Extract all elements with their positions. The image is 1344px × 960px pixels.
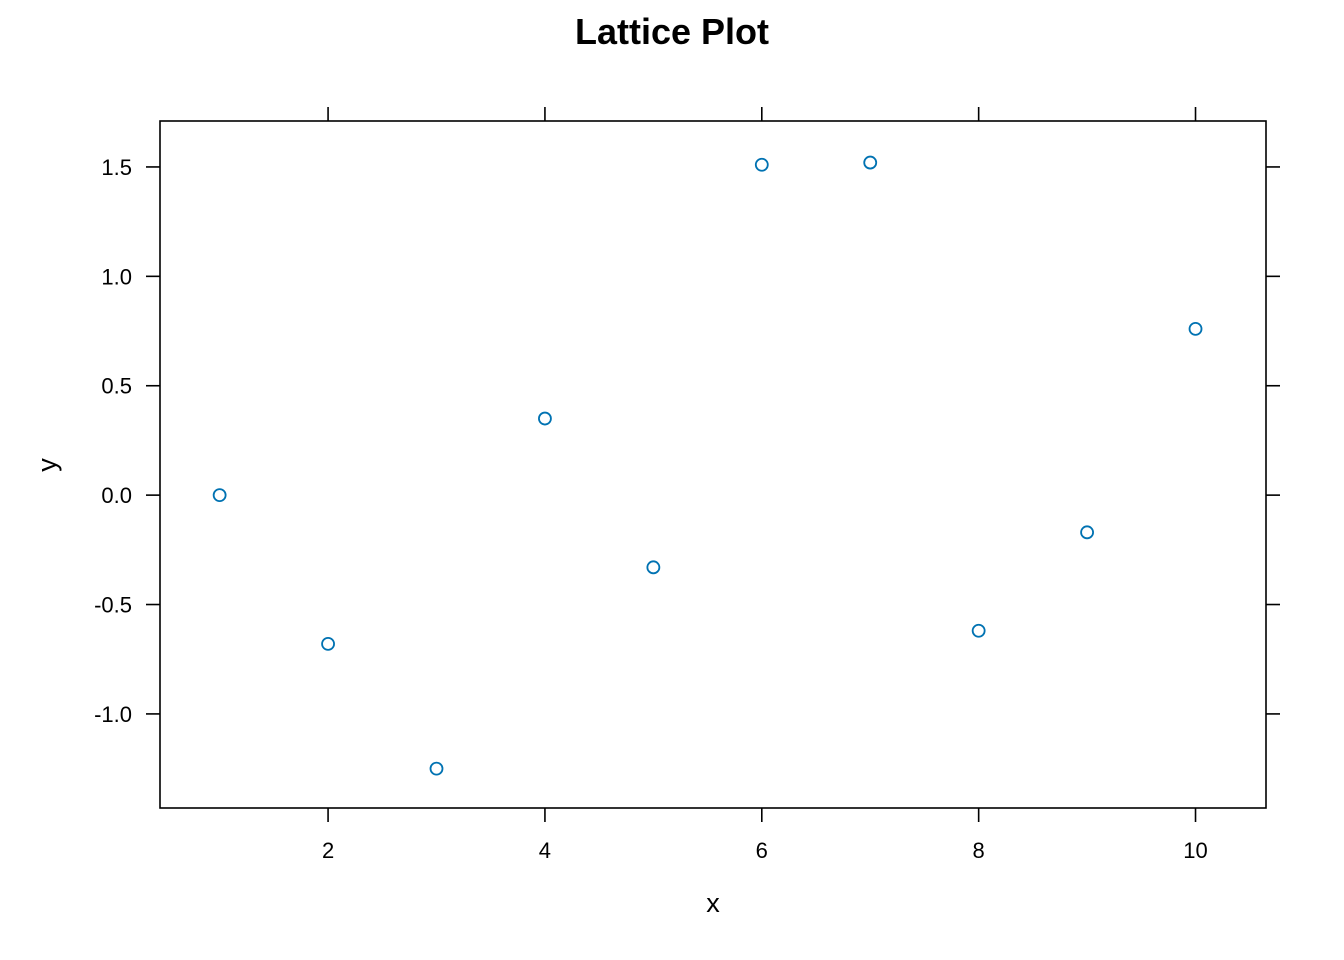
data-point <box>1188 321 1203 336</box>
data-point <box>212 488 227 503</box>
x-tick-label: 10 <box>1183 838 1207 863</box>
x-axis-label: x <box>706 888 720 918</box>
data-point <box>538 411 552 426</box>
x-tick-label: 6 <box>756 838 768 863</box>
data-points <box>212 155 1203 776</box>
plot-frame <box>159 120 1267 809</box>
y-tick-label: 0.5 <box>101 374 132 399</box>
y-tick-label: -0.5 <box>94 593 132 618</box>
x-axis: 2 4 6 8 10 <box>322 107 1208 863</box>
y-tick-label: 0.0 <box>101 483 132 508</box>
data-point <box>1080 525 1094 540</box>
y-tick-label: 1.0 <box>101 264 132 289</box>
data-point <box>863 155 878 170</box>
data-point <box>321 637 335 651</box>
x-tick-label: 2 <box>322 838 334 863</box>
y-tick-label: -1.0 <box>94 702 132 727</box>
y-tick-label: 1.5 <box>101 155 132 180</box>
data-point <box>754 157 769 172</box>
x-tick-label: 8 <box>973 838 985 863</box>
data-point <box>971 623 986 638</box>
y-axis: -1.0 -0.5 0.0 0.5 1.0 1.5 <box>94 155 1280 727</box>
data-point <box>646 560 661 575</box>
data-point <box>429 761 444 776</box>
x-tick-label: 4 <box>539 838 551 863</box>
y-axis-label: y <box>32 458 62 472</box>
chart-title: Lattice Plot <box>575 11 769 52</box>
